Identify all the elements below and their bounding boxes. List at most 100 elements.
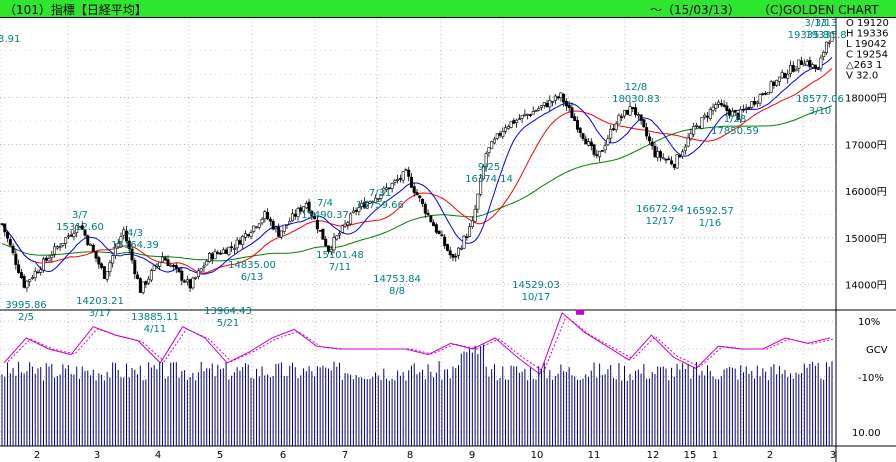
- candle-body: [423, 203, 427, 214]
- candle-body: [318, 230, 322, 232]
- candle-body: [8, 239, 12, 246]
- summary-line: △263 1: [846, 60, 882, 71]
- candle-body: [587, 141, 591, 146]
- candle-body: [208, 252, 212, 262]
- candle-body: [504, 127, 508, 132]
- candle-body: [719, 103, 723, 106]
- candle-body: [551, 101, 555, 103]
- candle-body: [448, 250, 452, 256]
- gcv-signal-line: [7, 315, 835, 373]
- annotation-value: 16592.57: [686, 206, 734, 217]
- candle-body: [620, 116, 624, 118]
- month-label: 7: [342, 450, 348, 461]
- candle-body: [158, 261, 162, 267]
- candle-body: [600, 150, 604, 152]
- candle-body: [490, 141, 494, 149]
- annotation-value: 16672.94: [636, 204, 684, 215]
- candle-body: [100, 263, 104, 268]
- annotation-date: 4/11: [144, 324, 166, 335]
- annotation-date: 7/31: [369, 188, 391, 199]
- candle-body: [0, 223, 4, 225]
- candle-body: [235, 239, 239, 249]
- candle-body: [805, 61, 809, 66]
- price-axis: 18000円 17000円 16000円 15000円 14000円: [845, 94, 887, 292]
- candle-body: [188, 279, 192, 289]
- candle-body: [149, 270, 153, 281]
- candle-body: [794, 68, 798, 72]
- month-label: 12: [647, 450, 660, 461]
- candle-body: [650, 141, 654, 147]
- candle-body: [183, 280, 187, 283]
- annotation-date: 3/13: [815, 18, 837, 29]
- candle-body: [661, 157, 665, 160]
- month-label: 5: [217, 450, 223, 461]
- gcv-peak-marker: [576, 309, 584, 315]
- candle-body: [199, 268, 203, 272]
- candle-body: [443, 236, 447, 246]
- candle-body: [243, 233, 247, 238]
- candle-body: [152, 265, 156, 271]
- candle-body: [432, 222, 436, 227]
- candle-body: [221, 249, 225, 254]
- candle-body: [733, 110, 737, 113]
- candle-body: [260, 219, 264, 224]
- candle-body: [28, 279, 32, 282]
- candle-body: [180, 270, 184, 281]
- candle-body: [302, 206, 306, 212]
- annotation-date: 12/8: [625, 82, 647, 93]
- candle-body: [578, 127, 582, 134]
- candle-body: [764, 93, 768, 95]
- candle-body: [517, 118, 521, 121]
- candle-body: [324, 238, 328, 247]
- volume-axis-label: 10.00: [852, 428, 881, 439]
- candle-body: [636, 114, 640, 117]
- candle-body: [398, 178, 402, 180]
- candle-body: [373, 197, 377, 203]
- candle-body: [573, 116, 577, 122]
- candle-body: [25, 280, 29, 289]
- candle-body: [542, 102, 546, 106]
- candle-body: [625, 109, 629, 115]
- candle-body: [631, 107, 635, 109]
- candle-body: [315, 219, 319, 230]
- candle-body: [241, 235, 245, 245]
- candle-body: [465, 236, 469, 239]
- candle-body: [772, 81, 776, 86]
- candle-body: [3, 223, 7, 233]
- candle-body: [169, 264, 173, 267]
- annotation-date: 6/13: [241, 272, 263, 283]
- candle-body: [515, 119, 519, 123]
- annotation-date: 1/28: [724, 114, 746, 125]
- candle-body: [476, 193, 480, 210]
- annotation-value: 3995.86: [5, 300, 46, 311]
- candle-body: [454, 255, 458, 258]
- candle-body: [285, 224, 289, 226]
- candle-body: [58, 246, 62, 248]
- candle-body: [766, 92, 770, 95]
- brand-label: （C)GOLDEN CHART: [758, 3, 879, 17]
- candle-body: [744, 107, 748, 110]
- candle-body: [163, 257, 167, 261]
- candle-body: [36, 271, 40, 274]
- candle-body: [822, 51, 826, 58]
- annotation-date: 2/5: [18, 312, 34, 323]
- candle-body: [44, 257, 48, 261]
- candle-body: [664, 158, 668, 161]
- candle-body: [728, 109, 732, 116]
- candle-body: [786, 74, 790, 79]
- candle-body: [506, 126, 510, 129]
- candle-body: [686, 137, 690, 147]
- candle-body: [769, 81, 773, 93]
- annotation-date: 7/11: [329, 262, 351, 273]
- annotation-value: 19335.8: [805, 30, 846, 41]
- candle-body: [61, 243, 65, 246]
- annotation-value: 15101.48: [316, 250, 364, 261]
- month-label: 3: [830, 450, 836, 461]
- candle-body: [592, 144, 596, 155]
- annotation-date: 9/25: [478, 162, 500, 173]
- candle-body: [741, 109, 745, 111]
- month-label: 15: [684, 450, 697, 461]
- candle-body: [634, 107, 638, 115]
- month-label: 3: [94, 450, 100, 461]
- candle-body: [89, 243, 93, 246]
